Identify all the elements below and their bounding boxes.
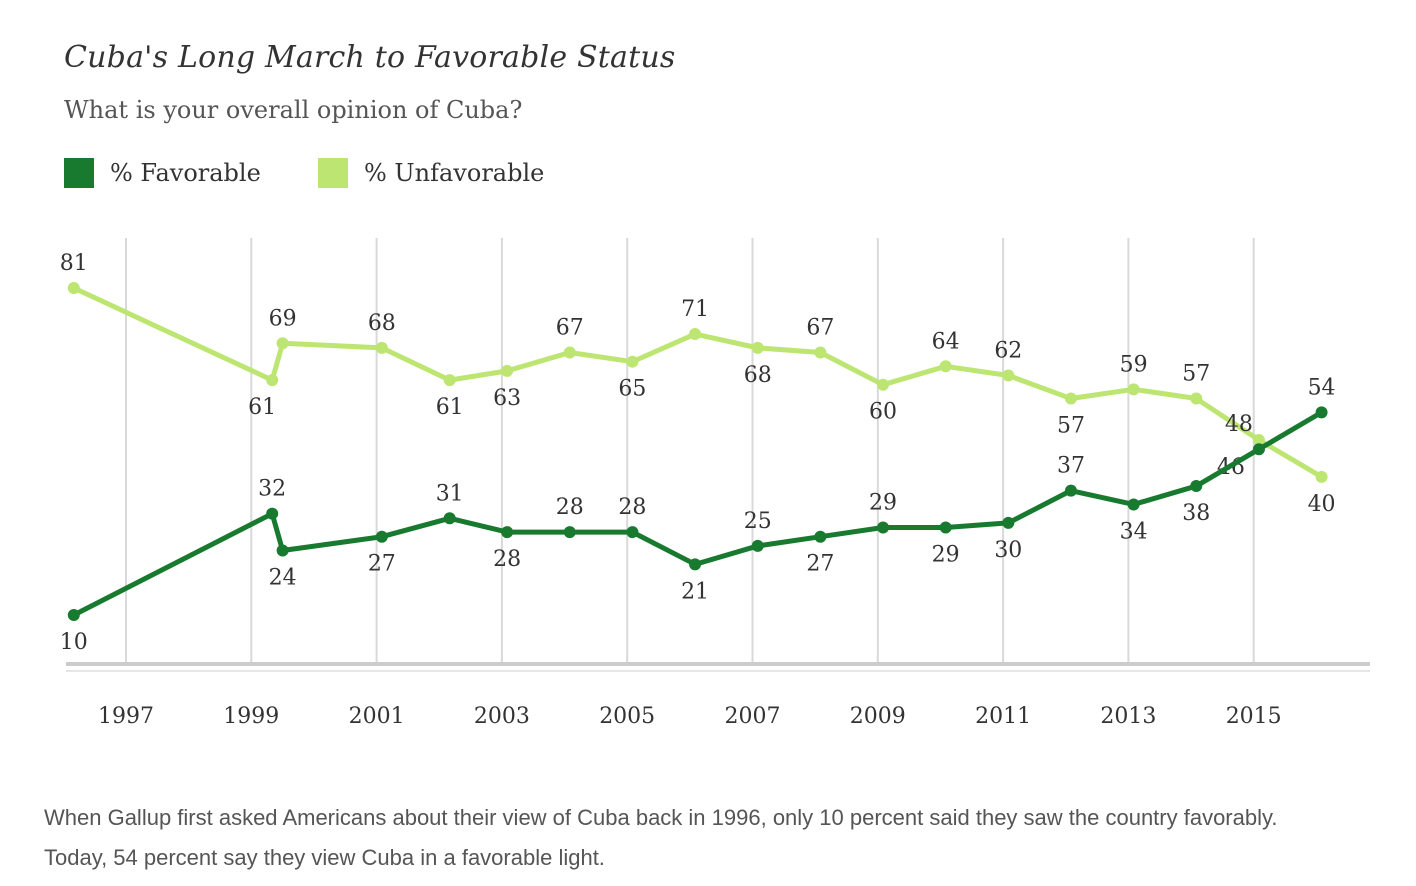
data-label-favorable: 34 — [1120, 519, 1148, 544]
x-tick-label: 2015 — [1226, 704, 1282, 729]
data-label-favorable: 25 — [744, 509, 772, 534]
caption: When Gallup first asked Americans about … — [44, 805, 1278, 870]
data-point-unfavorable — [67, 282, 80, 294]
data-label-favorable: 21 — [681, 579, 709, 604]
data-label-unfavorable: 69 — [269, 306, 297, 331]
legend-item-unfavorable: % Unfavorable — [318, 156, 544, 190]
data-point-unfavorable — [266, 374, 279, 387]
data-point-favorable — [1002, 516, 1015, 529]
x-tick-label: 2007 — [725, 704, 781, 729]
data-point-unfavorable — [1064, 392, 1077, 405]
legend-swatch-unfavorable — [318, 158, 348, 188]
data-label-favorable: 38 — [1182, 501, 1210, 526]
data-label-favorable: 27 — [806, 552, 834, 577]
data-point-favorable — [563, 526, 576, 539]
chart-title: Cuba's Long March to Favorable Status — [64, 40, 676, 75]
data-label-unfavorable: 60 — [869, 400, 897, 425]
data-label-unfavorable: 59 — [1120, 352, 1148, 377]
x-tick-label: 2013 — [1100, 704, 1156, 729]
data-label-unfavorable: 67 — [806, 315, 834, 340]
data-point-unfavorable — [689, 328, 702, 341]
data-label-favorable: 54 — [1308, 375, 1336, 400]
legend-label-favorable: % Favorable — [110, 159, 261, 187]
data-point-favorable — [1252, 443, 1265, 456]
data-label-unfavorable: 62 — [994, 339, 1022, 364]
x-tick-label: 2001 — [349, 704, 405, 729]
data-point-unfavorable — [1127, 383, 1140, 396]
data-point-unfavorable — [626, 355, 639, 368]
data-point-unfavorable — [1315, 470, 1328, 483]
data-point-unfavorable — [276, 337, 289, 350]
data-label-favorable: 24 — [269, 566, 297, 591]
data-label-favorable: 29 — [869, 490, 897, 515]
data-label-unfavorable: 68 — [368, 311, 396, 336]
data-point-favorable — [501, 526, 514, 539]
data-label-unfavorable: 40 — [1308, 492, 1336, 517]
data-point-favorable — [1127, 498, 1140, 511]
data-label-favorable: 30 — [994, 538, 1022, 563]
data-label-unfavorable: 57 — [1182, 362, 1210, 387]
data-point-favorable — [626, 526, 639, 539]
data-point-favorable — [1064, 484, 1077, 497]
data-point-unfavorable — [375, 341, 388, 354]
data-label-unfavorable: 61 — [248, 395, 276, 420]
data-point-favorable — [939, 521, 952, 534]
data-point-unfavorable — [814, 346, 827, 359]
data-point-unfavorable — [1002, 369, 1015, 382]
data-point-unfavorable — [443, 374, 456, 387]
data-label-favorable: 28 — [556, 495, 584, 520]
data-point-unfavorable — [563, 346, 576, 359]
data-point-unfavorable — [751, 341, 764, 354]
data-point-unfavorable — [1252, 433, 1265, 446]
data-label-unfavorable: 67 — [556, 315, 584, 340]
data-label-favorable: 32 — [258, 477, 286, 502]
legend-swatch-favorable — [64, 158, 94, 188]
data-label-unfavorable: 64 — [932, 329, 960, 354]
line-chart: 1997 1999 2001 2003 2005 2007 2009 2011 2013 2015… — [60, 238, 1370, 729]
data-point-favorable — [266, 507, 279, 520]
data-point-favorable — [276, 544, 289, 557]
data-label-favorable: 27 — [368, 552, 396, 577]
data-point-favorable — [443, 512, 456, 525]
data-label-unfavorable: 68 — [744, 363, 772, 388]
legend-label-unfavorable: % Unfavorable — [364, 159, 545, 187]
legend-item-favorable: % Favorable — [64, 156, 261, 190]
data-label-favorable: 31 — [436, 481, 464, 506]
x-tick-label: 2005 — [599, 704, 655, 729]
data-point-favorable — [877, 521, 890, 534]
data-label-unfavorable: 57 — [1057, 414, 1085, 439]
data-label-unfavorable: 81 — [60, 251, 88, 276]
data-label-favorable: 28 — [618, 495, 646, 520]
data-label-favorable: 37 — [1057, 454, 1085, 479]
x-tick-label: 2003 — [474, 704, 530, 729]
data-point-favorable — [1190, 480, 1203, 493]
data-label-unfavorable: 61 — [436, 395, 464, 420]
data-label-favorable: 48 — [1225, 412, 1253, 437]
x-tick-label: 2011 — [975, 704, 1031, 729]
data-point-unfavorable — [939, 360, 952, 373]
data-point-unfavorable — [877, 378, 890, 391]
x-tick-label: 1999 — [223, 704, 279, 729]
data-label-favorable: 10 — [60, 630, 88, 655]
x-tick-label: 1997 — [98, 704, 154, 729]
data-point-unfavorable — [501, 364, 514, 377]
data-point-favorable — [1315, 406, 1328, 419]
data-point-favorable — [375, 530, 388, 543]
data-label-favorable: 28 — [493, 547, 521, 572]
data-point-unfavorable — [1190, 392, 1203, 405]
data-point-favorable — [689, 558, 702, 571]
data-point-favorable — [751, 539, 764, 552]
data-point-favorable — [814, 530, 827, 543]
data-label-unfavorable: 71 — [681, 297, 709, 322]
data-label-unfavorable: 63 — [493, 386, 521, 411]
data-point-favorable — [67, 609, 80, 621]
chart-subtitle: What is your overall opinion of Cuba? — [64, 96, 523, 124]
data-label-favorable: 29 — [932, 542, 960, 567]
data-label-unfavorable: 65 — [618, 377, 646, 402]
x-tick-label: 2009 — [850, 704, 906, 729]
